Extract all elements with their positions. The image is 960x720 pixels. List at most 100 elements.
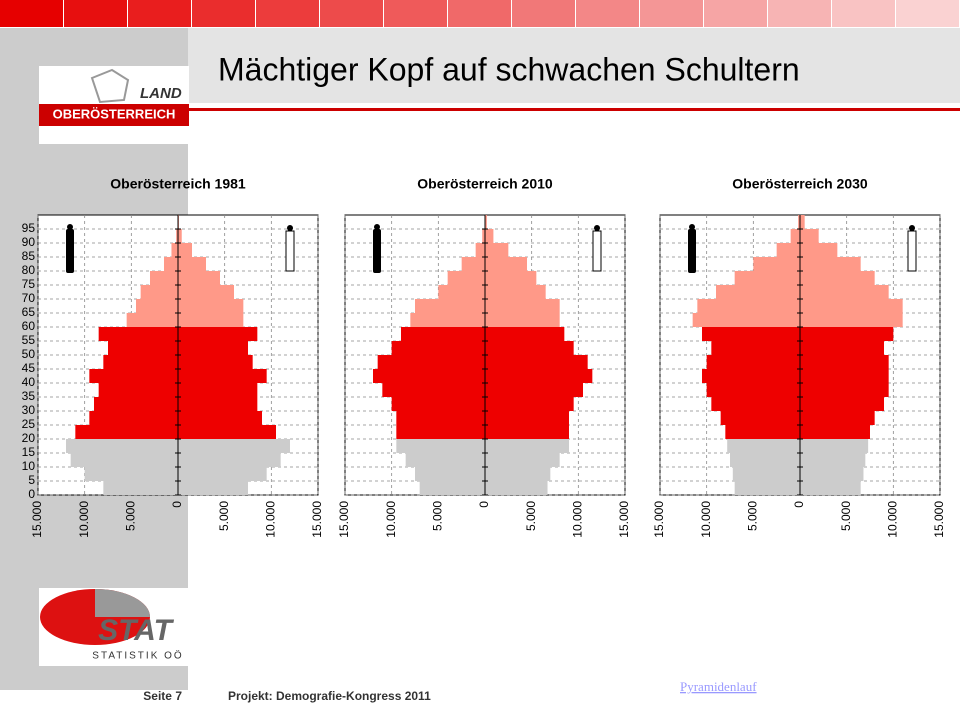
stripe-block — [896, 0, 959, 27]
x-tick-label: 15.000 — [337, 501, 351, 538]
bar-male — [89, 411, 178, 425]
logo-text: STAT — [98, 614, 175, 647]
bar-male — [419, 481, 485, 495]
bar-male — [396, 425, 485, 439]
x-tick-label: 15.000 — [932, 501, 946, 538]
x-tick-label: 5.000 — [746, 501, 760, 531]
bar-male — [108, 341, 178, 355]
x-tick-label: 0 — [792, 501, 806, 508]
bar-female — [800, 411, 875, 425]
bar-female — [485, 229, 494, 243]
bar-female — [178, 439, 290, 453]
y-tick-label: 70 — [22, 291, 36, 305]
bar-female — [178, 313, 244, 327]
bar-female — [800, 369, 889, 383]
bar-male — [711, 341, 800, 355]
bar-male — [150, 271, 178, 285]
bar-male — [438, 285, 485, 299]
bar-female — [178, 453, 281, 467]
bar-female — [800, 341, 884, 355]
x-tick-label: 10.000 — [886, 501, 900, 538]
bar-female — [485, 425, 569, 439]
chart-title: Oberösterreich 1981 — [110, 176, 246, 192]
y-tick-label: 30 — [22, 403, 36, 417]
bar-male — [84, 467, 178, 481]
bar-male — [136, 299, 178, 313]
bar-male — [396, 411, 485, 425]
header-rule — [188, 108, 960, 111]
y-tick-label: 75 — [22, 277, 36, 291]
stripe-block — [704, 0, 767, 27]
stripe-block — [512, 0, 575, 27]
bar-female — [485, 467, 551, 481]
bar-male — [711, 397, 800, 411]
logo-bar — [39, 104, 189, 126]
female-icon-head — [909, 225, 915, 231]
bar-female — [178, 467, 267, 481]
y-tick-label: 85 — [22, 249, 36, 263]
bar-female — [485, 285, 546, 299]
bar-male — [415, 299, 485, 313]
y-tick-label: 35 — [22, 389, 36, 403]
x-tick-label: 5.000 — [124, 501, 138, 531]
stripe-block — [0, 0, 63, 27]
chart-title: Oberösterreich 2030 — [732, 176, 868, 192]
x-tick-label: 5.000 — [524, 501, 538, 531]
stripe-block — [576, 0, 639, 27]
bar-female — [800, 327, 894, 341]
bar-female — [178, 355, 253, 369]
male-icon — [373, 229, 381, 273]
male-icon-head — [67, 224, 73, 230]
bar-male — [732, 467, 800, 481]
bar-female — [178, 425, 276, 439]
bar-male — [475, 243, 485, 257]
bar-male — [98, 383, 178, 397]
y-tick-label: 40 — [22, 375, 36, 389]
bar-female — [178, 341, 248, 355]
y-tick-label: 45 — [22, 361, 36, 375]
bar-female — [800, 397, 884, 411]
bar-male — [405, 453, 485, 467]
bar-female — [485, 411, 569, 425]
bar-female — [800, 229, 819, 243]
stripe-block — [320, 0, 383, 27]
female-icon — [907, 230, 917, 272]
bar-female — [485, 271, 537, 285]
bar-male — [94, 397, 178, 411]
stripe-block — [192, 0, 255, 27]
bar-female — [800, 257, 861, 271]
bar-male — [697, 299, 800, 313]
bar-male — [776, 243, 800, 257]
bar-male — [734, 481, 800, 495]
bar-female — [485, 481, 548, 495]
male-icon-head — [689, 224, 695, 230]
bar-female — [178, 369, 267, 383]
bar-female — [800, 299, 903, 313]
y-tick-label: 50 — [22, 347, 36, 361]
bar-female — [178, 229, 182, 243]
bar-male — [396, 439, 485, 453]
bar-female — [800, 481, 861, 495]
bar-female — [485, 243, 509, 257]
bar-male — [103, 355, 178, 369]
bar-female — [178, 285, 234, 299]
y-tick-label: 80 — [22, 263, 36, 277]
bar-female — [178, 271, 220, 285]
bar-male — [730, 453, 800, 467]
x-tick-label: 10.000 — [77, 501, 91, 538]
bar-male — [461, 257, 485, 271]
bar-female — [800, 243, 838, 257]
bar-male — [66, 439, 178, 453]
page-number: Seite 7 — [143, 689, 182, 703]
y-tick-label: 90 — [22, 235, 36, 249]
link[interactable]: Pyramidenlauf — [680, 679, 757, 694]
x-tick-label: 5.000 — [431, 501, 445, 531]
x-tick-label: 10.000 — [699, 501, 713, 538]
female-icon-head — [287, 225, 293, 231]
bar-female — [178, 411, 262, 425]
footer-text: Projekt: Demografie-Kongress 2011 — [228, 689, 431, 703]
x-tick-label: 15.000 — [617, 501, 631, 538]
bar-female — [800, 383, 889, 397]
y-tick-label: 55 — [22, 333, 36, 347]
